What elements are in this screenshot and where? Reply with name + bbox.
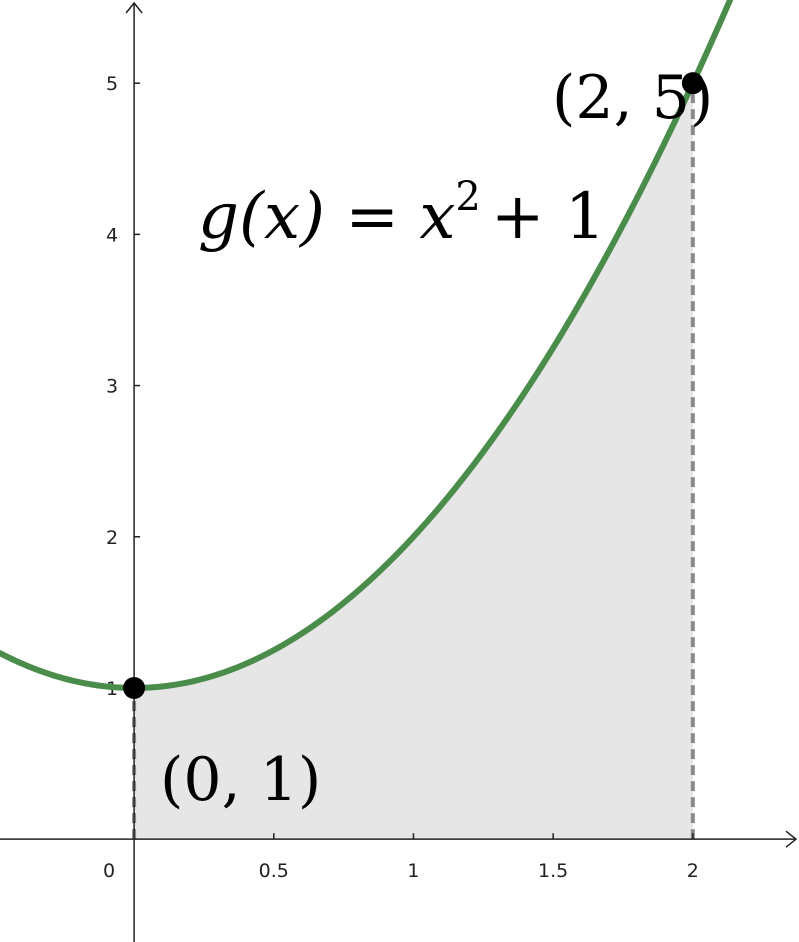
y-tick-label: 5	[106, 73, 118, 95]
point-label-2-5: (2, 5)	[552, 63, 713, 133]
y-axis-arrow	[125, 1, 143, 14]
point-marker	[681, 72, 704, 95]
y-tick-label: 2	[106, 527, 118, 549]
x-tick-label: 1.5	[538, 860, 568, 882]
function-label-exponent: 2	[455, 174, 480, 220]
x-tick-label: 1	[407, 860, 419, 882]
function-label-rhs: + 1	[491, 180, 606, 254]
point-label-0-1: (0, 1)	[160, 745, 321, 815]
point-marker	[123, 676, 146, 699]
y-tick-label: 4	[106, 224, 118, 246]
function-label: g(x) = x2 + 1	[198, 174, 606, 254]
x-tick-label: 0	[103, 860, 115, 882]
x-ticks: 0 0.5 1 1.5 2	[103, 833, 699, 882]
function-label-lhs: g(x) = x	[198, 180, 455, 254]
x-axis-arrow	[785, 830, 798, 848]
y-tick-label: 3	[106, 376, 118, 398]
x-tick-label: 2	[687, 860, 699, 882]
points	[123, 72, 704, 699]
x-tick-label: 0.5	[259, 860, 289, 882]
